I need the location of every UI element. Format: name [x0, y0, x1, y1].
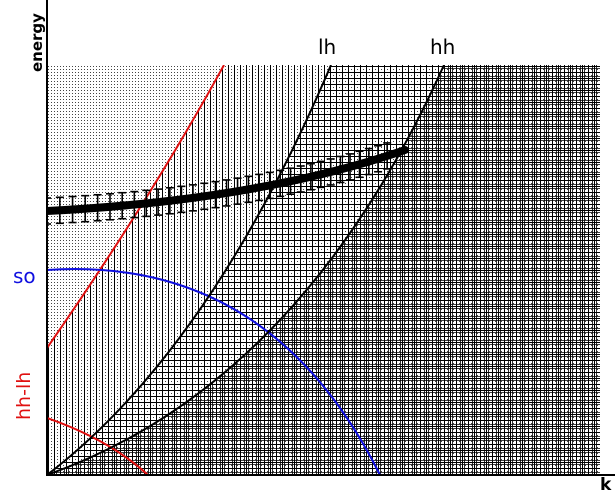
- x-axis-label: k: [600, 475, 612, 491]
- hh-label: hh: [430, 35, 455, 59]
- so-label: so: [13, 264, 36, 288]
- hh-lh-lower-curve: [47, 417, 149, 475]
- thick-data-curve: [47, 146, 409, 215]
- so-curve: [47, 268, 381, 475]
- lh-label: lh: [318, 35, 336, 59]
- y-axis-label: energy: [28, 13, 46, 72]
- lh-curve: [47, 65, 332, 475]
- hh-lh-label: hh-lh: [13, 372, 35, 420]
